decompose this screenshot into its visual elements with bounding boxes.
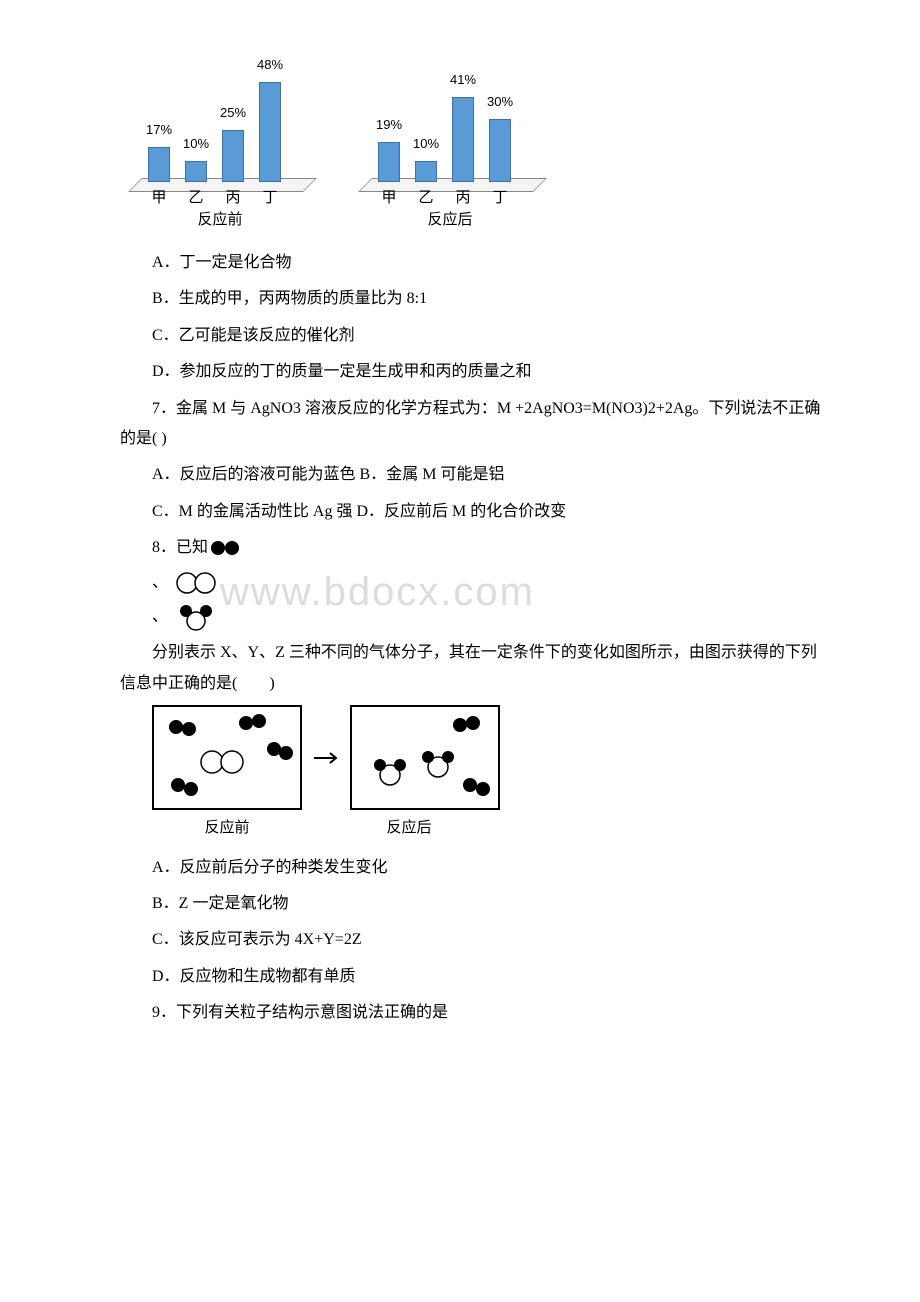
q7-stem: 7．金属 M 与 AgNO3 溶液反应的化学方程式为：M +2AgNO3=M(N…: [120, 394, 830, 455]
q8-stem2: 分别表示 X、Y、Z 三种不同的气体分子，其在一定条件下的变化如图所示，由图示获…: [120, 638, 830, 699]
bar-ding: 30%: [489, 90, 511, 182]
reaction-before-box: [152, 705, 302, 810]
bar-value: 10%: [413, 132, 439, 157]
bar-value: 10%: [183, 132, 209, 157]
reaction-arrow-icon: [312, 750, 340, 766]
bar-value: 17%: [146, 118, 172, 143]
q7-option-ab: A．反应后的溶液可能为蓝色 B．金属 M 可能是铝: [120, 460, 830, 490]
chart-title: 反应后: [360, 206, 540, 235]
q8-stem-line1: 8．已知: [152, 533, 830, 563]
q6-option-d: D．参加反应的丁的质量一定是生成甲和丙的质量之和: [120, 357, 830, 387]
q8-reaction-labels: 反应前 反应后: [152, 814, 830, 843]
q6-option-a: A．丁一定是化合物: [120, 248, 830, 278]
bar: [489, 119, 511, 182]
q6-chart-after: 19% 10% 41% 30% 甲 乙 丙 丁 反应后: [360, 40, 540, 230]
molecule-x-icon: [208, 539, 244, 557]
q8-sep: 、: [152, 568, 168, 598]
bar-bing: 25%: [222, 101, 244, 182]
q8-option-d: D．反应物和生成物都有单质: [120, 962, 830, 992]
reaction-after-label: 反应后: [334, 814, 484, 843]
bar: [452, 97, 474, 182]
bar: [415, 161, 437, 182]
bar-value: 25%: [220, 101, 246, 126]
q8-option-b: B．Z 一定是氧化物: [120, 889, 830, 919]
reaction-after-icon: [352, 707, 498, 808]
bar-value: 19%: [376, 113, 402, 138]
chart-title: 反应前: [130, 206, 310, 235]
q8-stem-line3: 、: [152, 602, 830, 632]
q6-option-c: C．乙可能是该反应的催化剂: [120, 321, 830, 351]
bar: [222, 130, 244, 182]
bar-value: 41%: [450, 68, 476, 93]
chart-bars: 19% 10% 41% 30%: [378, 68, 511, 182]
bar: [378, 142, 400, 182]
reaction-before-icon: [154, 707, 300, 808]
q6-chart-before: 17% 10% 25% 48% 甲 乙 丙 丁 反应前: [130, 40, 310, 230]
bar-ding: 48%: [259, 53, 281, 182]
q9-stem: 9．下列有关粒子结构示意图说法正确的是: [120, 998, 830, 1028]
bar: [185, 161, 207, 182]
q8-prefix: 8．已知: [152, 533, 208, 563]
bar: [148, 147, 170, 182]
bar-yi: 10%: [415, 132, 437, 182]
molecule-y-icon: [174, 571, 218, 595]
q8-reaction-diagram: [152, 705, 830, 810]
chart-bars: 17% 10% 25% 48%: [148, 53, 281, 182]
q6-charts: 17% 10% 25% 48% 甲 乙 丙 丁 反应前: [130, 40, 830, 230]
q8-sep: 、: [152, 602, 168, 632]
bar-value: 48%: [257, 53, 283, 78]
bar-bing: 41%: [452, 68, 474, 182]
reaction-before-label: 反应前: [152, 814, 302, 843]
q7-option-cd: C．M 的金属活动性比 Ag 强 D．反应前后 M 的化合价改变: [120, 497, 830, 527]
bar-jia: 17%: [148, 118, 170, 182]
q8-option-a: A．反应前后分子的种类发生变化: [120, 853, 830, 883]
molecule-z-icon: [174, 602, 218, 632]
reaction-after-box: [350, 705, 500, 810]
q8-option-c: C．该反应可表示为 4X+Y=2Z: [120, 925, 830, 955]
q6-option-b: B．生成的甲，丙两物质的质量比为 8:1: [120, 284, 830, 314]
bar-yi: 10%: [185, 132, 207, 182]
q8-stem-line2: 、: [152, 568, 830, 598]
bar: [259, 82, 281, 182]
bar-value: 30%: [487, 90, 513, 115]
bar-jia: 19%: [378, 113, 400, 182]
